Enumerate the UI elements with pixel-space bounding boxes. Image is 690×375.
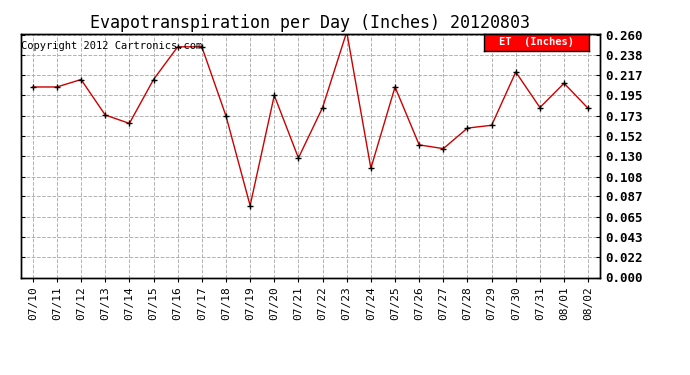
Title: Evapotranspiration per Day (Inches) 20120803: Evapotranspiration per Day (Inches) 2012… xyxy=(90,14,531,32)
Text: Copyright 2012 Cartronics.com: Copyright 2012 Cartronics.com xyxy=(21,41,203,51)
